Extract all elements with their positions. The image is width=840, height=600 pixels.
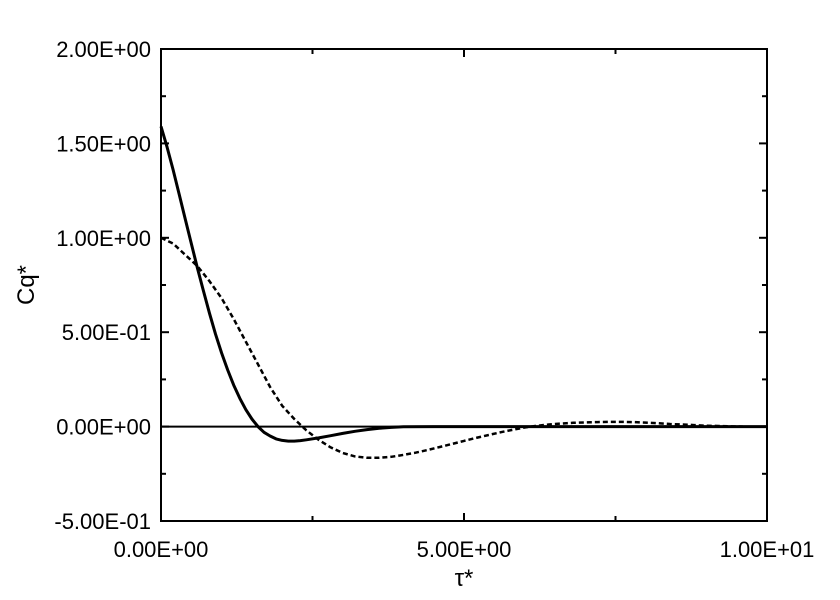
series-line-solid [159, 125, 767, 443]
y-axis-label: Cq* [13, 265, 40, 305]
y-tick-label: 1.50E+00 [56, 131, 151, 156]
minor-ticks [161, 49, 767, 521]
x-tick-label: 0.00E+00 [114, 537, 209, 562]
y-tick-label: -5.00E-01 [54, 509, 151, 534]
series-line-dashed [160, 236, 743, 460]
plot-frame [160, 48, 768, 522]
y-tick-label: 1.00E+00 [56, 226, 151, 251]
major-ticks [160, 48, 768, 522]
tick-labels: 0.00E+00 5.00E+00 1.00E+01 -5.00E-01 0.00E+0… [54, 37, 814, 562]
y-tick-label: 5.00E-01 [62, 320, 151, 345]
y-tick-label: 0.00E+00 [56, 415, 151, 440]
x-axis-label: τ* [455, 565, 474, 592]
series-layer [159, 125, 767, 460]
y-tick-label: 2.00E+00 [56, 37, 151, 62]
x-tick-label: 1.00E+01 [720, 537, 815, 562]
x-tick-label: 5.00E+00 [417, 537, 512, 562]
